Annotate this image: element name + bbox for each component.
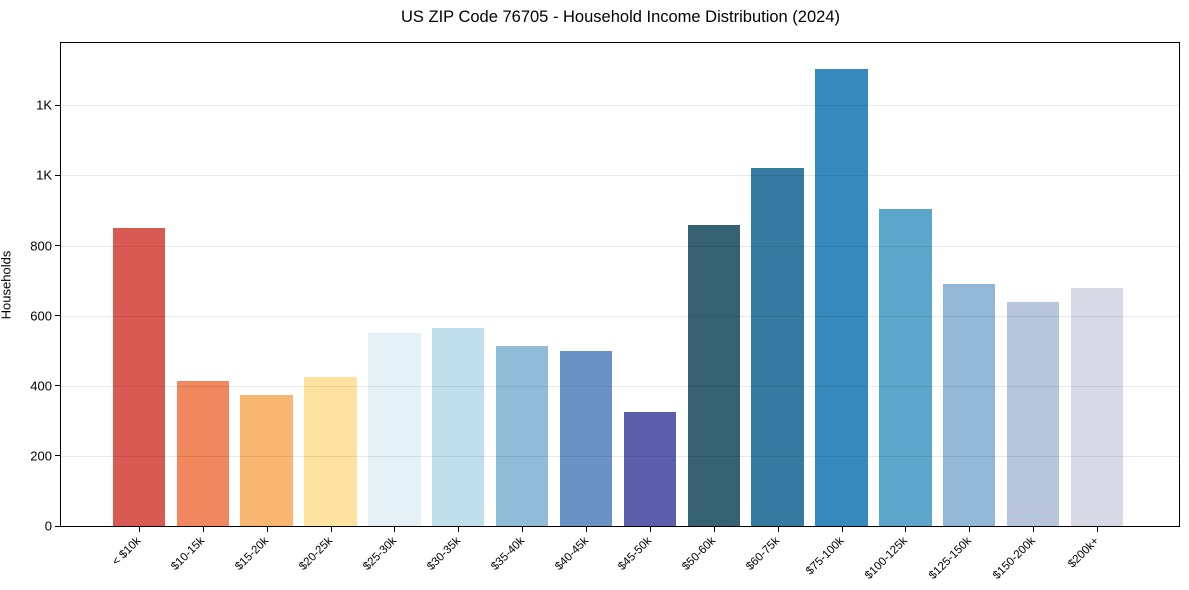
bar (623, 412, 677, 526)
x-tick-mark (586, 527, 588, 532)
bar (176, 380, 229, 526)
bar-slot: $20-25k (297, 43, 363, 573)
bar-slot: $10-15k (169, 43, 235, 573)
x-tick-mark (138, 527, 140, 532)
bar (687, 224, 740, 526)
y-gridline (61, 105, 1179, 107)
bar (559, 350, 613, 526)
y-gridline (61, 385, 1179, 387)
x-tick-mark (522, 527, 524, 532)
x-tick-mark (266, 527, 268, 532)
chart-title: US ZIP Code 76705 - Household Income Dis… (400, 8, 840, 26)
x-tick-mark (969, 527, 971, 532)
bar (751, 168, 804, 526)
bar (1006, 301, 1060, 526)
bar-slot: $75-100k (804, 43, 874, 577)
y-tick-mark (55, 455, 60, 457)
y-tick-label: 800 (30, 238, 52, 254)
y-tick-label: 1K (36, 97, 52, 113)
x-tick-label: $125-150k (926, 535, 974, 582)
x-tick-mark (905, 527, 907, 532)
x-tick-label: $75-100k (803, 535, 847, 578)
bar-slot: $200k+ (1065, 43, 1129, 570)
x-tick-label: $40-45k (552, 535, 591, 573)
x-tick-mark (458, 527, 460, 532)
x-tick-label: $30-35k (424, 535, 463, 573)
x-tick-mark (330, 527, 332, 532)
bar (432, 327, 485, 526)
bar (495, 345, 549, 526)
bars-row: < $10k $10-15k $15-20k $20-25k $25-30k $30-35… (107, 43, 1129, 582)
x-tick-mark (649, 527, 651, 532)
x-tick-label: $10-15k (169, 535, 208, 573)
x-tick-label: $20-25k (297, 535, 336, 573)
y-tick-label: 1K (36, 167, 52, 183)
bar-slot: $50-60k (680, 43, 746, 573)
x-tick-label: $200k+ (1066, 535, 1102, 571)
x-tick-label: $50-60k (680, 535, 719, 573)
x-tick-label: $15-20k (233, 535, 272, 573)
bar-slot: $30-35k (425, 43, 490, 573)
x-tick-label: $150-200k (990, 535, 1038, 582)
y-tick-mark (55, 174, 60, 176)
y-tick-mark (55, 104, 60, 106)
y-gridline (61, 455, 1179, 457)
y-tick-mark (55, 315, 60, 317)
x-tick-label: $35-40k (488, 535, 527, 573)
bar (879, 208, 932, 526)
y-tick-label: 0 (44, 518, 52, 534)
y-tick-label: 600 (30, 308, 52, 324)
y-tick-mark (55, 245, 60, 247)
x-tick-mark (1097, 527, 1099, 532)
y-gridline (61, 245, 1179, 247)
x-tick-mark (841, 527, 843, 532)
bar-slot: $25-30k (361, 43, 427, 573)
x-tick-mark (1033, 527, 1035, 532)
bar (368, 333, 421, 526)
bar (815, 68, 868, 526)
bar-slot: $100-125k (863, 43, 938, 582)
x-tick-label: $60-75k (744, 535, 783, 573)
y-gridline (61, 175, 1179, 177)
x-tick-mark (202, 527, 204, 532)
bar (112, 228, 166, 526)
plot-area: < $10k $10-15k $15-20k $20-25k $25-30k $30-35… (30, 42, 1180, 582)
x-tick-label: $45-50k (616, 535, 655, 573)
x-tick-mark (713, 527, 715, 532)
x-tick-label: $25-30k (361, 535, 399, 573)
bar-slot: $125-150k (927, 43, 1001, 582)
y-axis-label: Households (0, 250, 14, 320)
y-tick-label: 200 (30, 448, 52, 464)
x-tick-label: < $10k (110, 535, 144, 569)
bar (240, 394, 293, 526)
y-gridline (61, 315, 1179, 317)
bar-slot: $35-40k (489, 43, 554, 573)
bar (943, 284, 996, 526)
x-tick-mark (394, 527, 396, 532)
y-tick-mark (55, 525, 60, 527)
y-tick-label: 400 (30, 378, 52, 394)
bar (304, 377, 357, 526)
x-tick-label: $100-125k (862, 535, 910, 582)
x-tick-mark (777, 527, 779, 532)
bar-slot: $15-20k (233, 43, 299, 573)
bar (1070, 287, 1124, 526)
bar-slot: < $10k (107, 43, 171, 568)
bar-slot: $150-200k (991, 43, 1065, 582)
bar-slot: $60-75k (744, 43, 810, 573)
bar-slot: $45-50k (617, 43, 682, 573)
bar-slot: $40-45k (553, 43, 618, 573)
y-tick-mark (55, 385, 60, 387)
